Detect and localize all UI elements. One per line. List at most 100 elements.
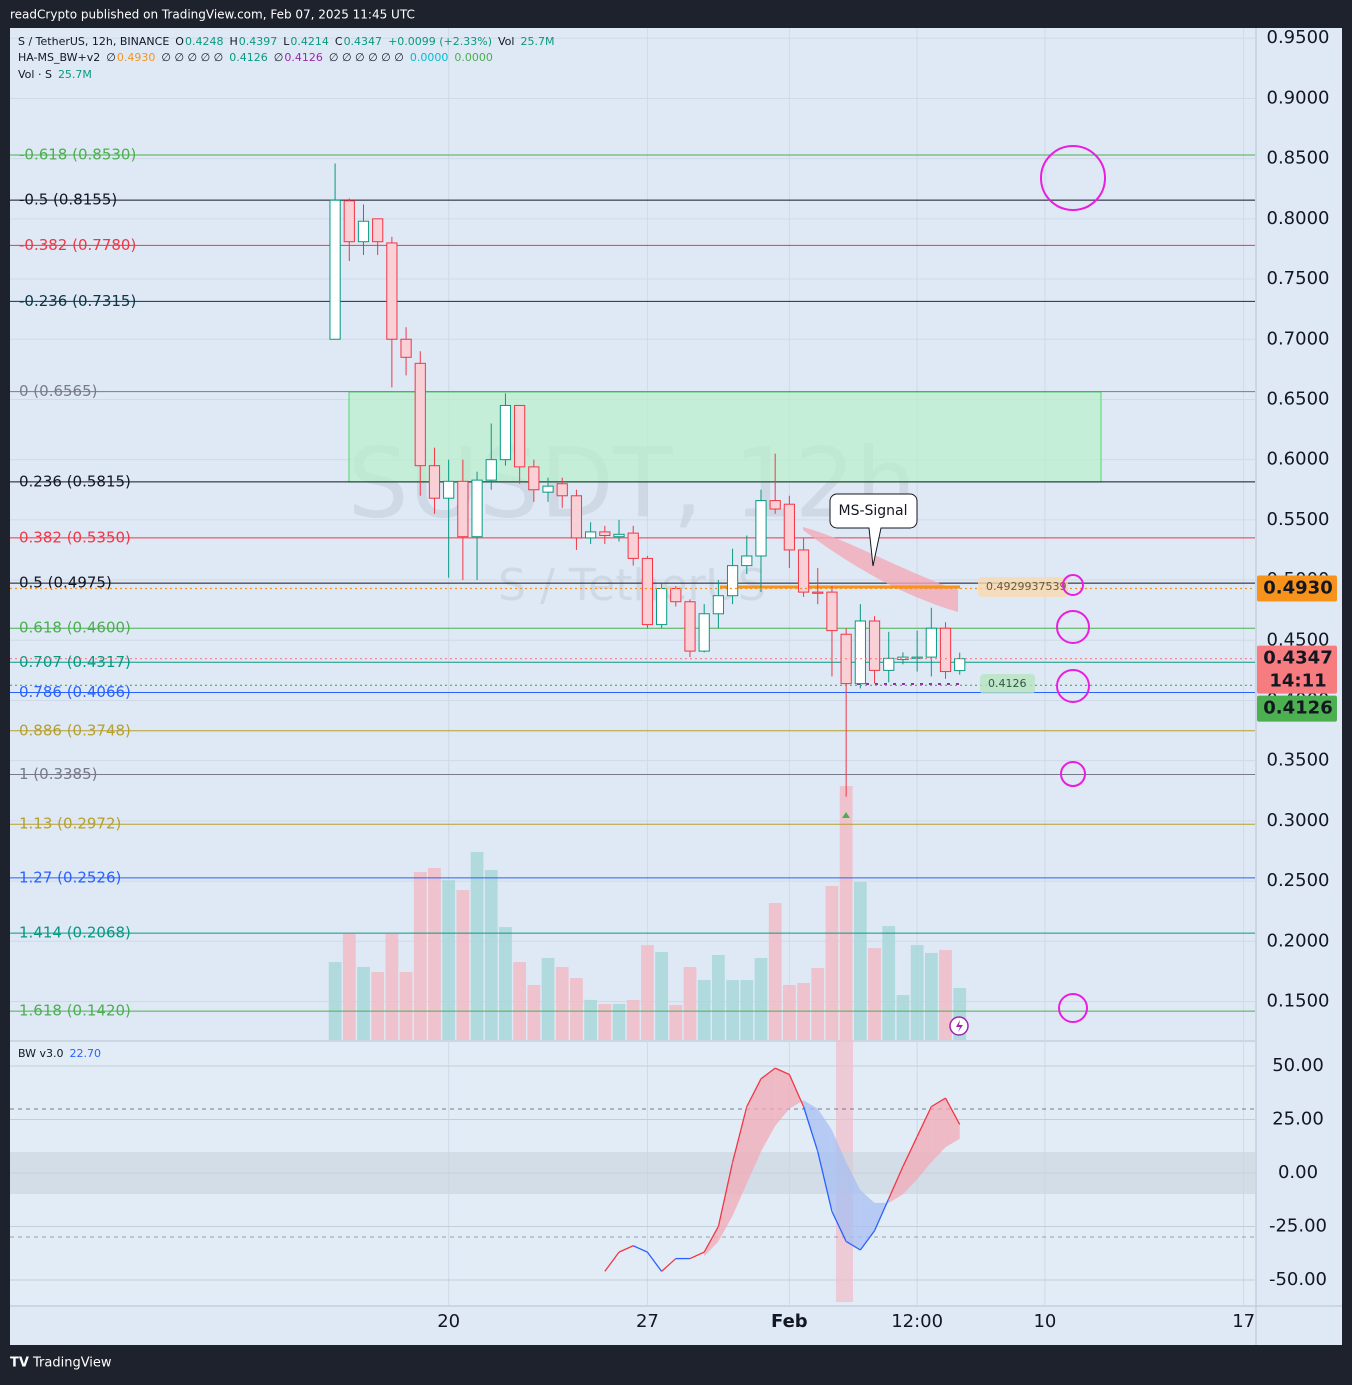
candle-body [627, 532, 639, 559]
fib-label: -0.618 (0.8530) [19, 146, 136, 164]
candle-body [443, 480, 455, 499]
candle-body [698, 613, 710, 652]
fib-label: 0.786 (0.4066) [19, 683, 131, 701]
target-circle [1040, 145, 1106, 211]
volume-bar [513, 962, 527, 1040]
candle-body [357, 220, 370, 243]
y-tick-label: 0.6000 [1267, 449, 1330, 470]
candle-body [897, 656, 909, 661]
y-tick-label: 0.8500 [1267, 148, 1330, 169]
osc-line [831, 1211, 847, 1242]
y-tick-label: 0.6500 [1267, 388, 1330, 409]
volume-bar [711, 954, 725, 1040]
y-tick-label: -50.00 [1269, 1269, 1327, 1290]
alert-bolt [956, 1020, 963, 1032]
osc-fill [732, 1106, 747, 1216]
x-tick-label: 12:00 [891, 1311, 943, 1332]
volume-bar [371, 971, 385, 1040]
candle-body [670, 587, 682, 603]
legend-item: O [175, 35, 184, 48]
candle-body [726, 565, 739, 597]
y-tick-label: 0.3500 [1267, 750, 1330, 771]
osc-line [760, 1067, 776, 1080]
osc-line [618, 1245, 634, 1253]
candle-body [386, 242, 398, 340]
support-tag-text: 0.4126 [988, 677, 1027, 690]
candle-body [712, 595, 724, 615]
volume-bar [868, 948, 881, 1040]
volume-bar [399, 971, 413, 1040]
volume-bar [626, 999, 640, 1040]
candle-body [414, 362, 426, 467]
brand: 𝗧𝗩 TradingView [10, 1356, 112, 1371]
fib-label: 0.707 (0.4317) [19, 653, 131, 671]
level-tag [978, 577, 1068, 597]
osc-fill [831, 1130, 847, 1242]
volume-bar [541, 958, 555, 1040]
volume-bar [484, 869, 498, 1040]
volume-bar [612, 1003, 626, 1040]
osc-line [774, 1067, 790, 1076]
brand-name: TradingView [32, 1356, 112, 1371]
candle-body [868, 620, 881, 671]
y-tick-label: 0.8000 [1267, 208, 1330, 229]
y-tick-label: 0.9500 [1267, 27, 1330, 48]
volume-bar [428, 867, 441, 1040]
fib-label: -0.236 (0.7315) [19, 292, 136, 310]
osc-line [632, 1245, 648, 1253]
osc-value: 22.70 [70, 1047, 102, 1060]
candle-body [514, 404, 526, 468]
osc-line [902, 1136, 918, 1167]
y-tick-label: 0.2000 [1267, 930, 1330, 951]
y-tick-label: 0.9000 [1267, 87, 1330, 108]
fib-label: 0 (0.6565) [19, 382, 98, 400]
volume-bar [825, 885, 839, 1040]
volume-bar [385, 933, 399, 1040]
signal-callout-text: MS-Signal [838, 503, 907, 519]
legend-volume-value: 25.7M [58, 68, 92, 81]
candle-body [372, 218, 384, 243]
volume-bar [882, 926, 896, 1040]
legend-item: Vol [498, 35, 514, 48]
fib-label: 0.236 (0.5815) [19, 472, 131, 490]
osc-fill [945, 1098, 960, 1148]
volume-bar [413, 872, 427, 1040]
osc-line [731, 1106, 748, 1163]
legend-item: 0.4214 [290, 35, 329, 48]
buy-arrow [842, 812, 850, 818]
candle-body [797, 549, 810, 593]
legend-item: 0.0000 [410, 51, 449, 64]
candle-body [585, 531, 597, 539]
level-tag-text: 0.4929937539 [986, 580, 1066, 593]
target-circle [1062, 574, 1084, 596]
legend-item: 0.4397 [239, 35, 278, 48]
candle-body [599, 531, 611, 537]
osc-line [746, 1078, 762, 1107]
volume-bar [697, 980, 711, 1040]
osc-line [888, 1166, 904, 1199]
osc-fill [746, 1078, 761, 1184]
signal-cloud [803, 527, 958, 612]
fib-label: 0.382 (0.5350) [19, 528, 131, 546]
y-tick-label: -25.00 [1269, 1215, 1327, 1236]
candle-body [684, 601, 696, 652]
volume-bar [896, 995, 910, 1040]
osc-line [845, 1240, 861, 1251]
osc-line [859, 1230, 876, 1251]
candle-body [400, 338, 412, 358]
y-tick-label: 0.3000 [1267, 810, 1330, 831]
legend-item: L [283, 35, 290, 48]
osc-line [916, 1106, 932, 1137]
legend-item: ∅ [274, 51, 284, 64]
osc-fill [718, 1162, 733, 1242]
y-tick-label: 25.00 [1272, 1108, 1324, 1129]
candle-body [954, 658, 966, 672]
support-tag [980, 674, 1035, 694]
target-circle [1058, 993, 1088, 1023]
legend-item: HA-MS_BW+v2 [18, 51, 100, 64]
volume-bar [442, 880, 456, 1040]
candle-body [457, 480, 469, 538]
price-label-box [1257, 695, 1337, 722]
